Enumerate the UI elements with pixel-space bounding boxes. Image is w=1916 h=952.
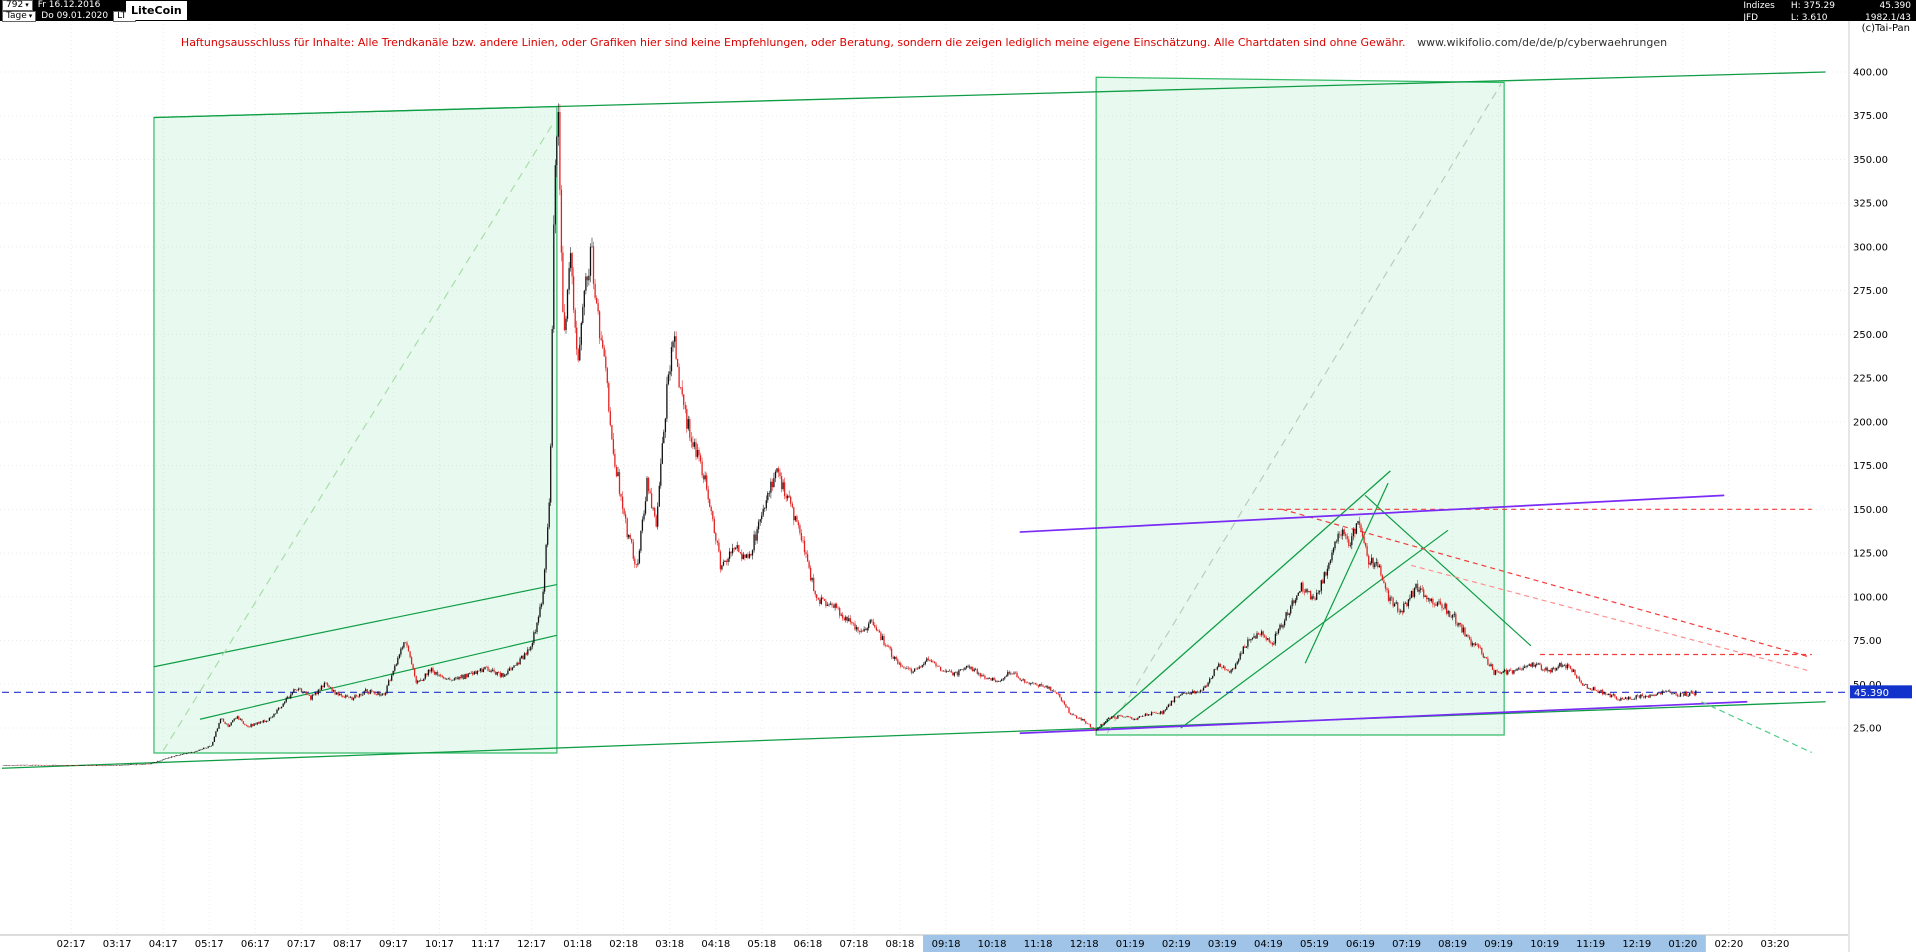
x-axis-label: 06:18 [793,939,822,950]
x-axis-label: 07:19 [1392,939,1421,950]
trend-line [162,120,556,752]
y-axis-label: 75.00 [1853,636,1882,647]
x-axis-label: 03:18 [655,939,684,950]
current-price-badge [1850,685,1912,699]
provider-label: JFD [1743,13,1759,23]
x-axis-label: 04:18 [701,939,730,950]
x-axis-label: 08:17 [333,939,362,950]
x-axis-label: 10:18 [978,939,1007,950]
x-axis-label: 07:18 [840,939,869,950]
y-axis-label: 250.00 [1853,330,1888,341]
top-toolbar: 792 ▾ Fr 16.12.2016 Tage ▾ Do 09.01.2020… [0,0,1916,23]
range-low-value: L: 3.610 [1790,13,1828,23]
trend-line [1019,700,1748,735]
y-axis-label: 100.00 [1853,592,1888,603]
x-axis-label: 09:18 [932,939,961,950]
x-axis-label: 12:17 [517,939,546,950]
x-axis-highlight [923,935,1706,952]
x-axis-label: 02:18 [609,939,638,950]
x-axis-label: 12:19 [1622,939,1651,950]
indizes-label: Indizes [1743,1,1775,11]
x-axis-label: 01:19 [1116,939,1145,950]
x-axis-label: 09:19 [1484,939,1513,950]
y-axis-label: 200.00 [1853,417,1888,428]
x-axis-label: 06:17 [241,939,270,950]
x-axis-label: 08:19 [1438,939,1467,950]
y-axis-label: 25.00 [1853,724,1882,735]
candles-down-bodies [2,112,1695,766]
trend-line [1106,83,1502,734]
instrument-name[interactable]: LiteCoin [126,1,187,20]
x-axis-label: 03:17 [103,939,132,950]
range-start-date: Fr 16.12.2016 [37,0,101,10]
x-axis-label: 03:20 [1761,939,1790,950]
x-axis-label: 11:19 [1576,939,1605,950]
y-axis-label: 400.00 [1853,68,1888,79]
timeframe-dropdown[interactable]: Tage ▾ [2,10,37,22]
trend-channel-box [1095,76,1505,736]
trend-line [1019,494,1725,533]
x-axis-label: 02:17 [57,939,86,950]
disclaimer-link[interactable]: www.wikifolio.com/de/de/p/cyberwaehrunge… [1417,36,1668,49]
x-axis-label: 05:18 [747,939,776,950]
y-axis-label: 175.00 [1853,461,1888,472]
x-axis-label: 03:19 [1208,939,1237,950]
trend-line [1700,701,1813,754]
y-axis-label: 50.00 [1853,680,1882,691]
trend-line [1364,494,1532,647]
disclaimer-text: Haftungsausschluss für Inhalte: Alle Tre… [0,36,1848,49]
x-axis-label: 11:18 [1024,939,1053,950]
chevron-down-icon: ▾ [28,11,33,20]
x-axis-label: 10:19 [1530,939,1559,950]
x-axis-label: 02:19 [1162,939,1191,950]
trend-line [153,71,1826,119]
last-price-value: 45.390 [1879,1,1912,11]
x-axis-label: 09:17 [379,939,408,950]
range-end-date: Do 09.01.2020 [41,11,109,21]
trend-line [1180,529,1449,729]
trend-line [1282,508,1808,657]
y-axis-label: 225.00 [1853,374,1888,385]
x-axis-label: 01:18 [563,939,592,950]
x-axis-label: 05:19 [1300,939,1329,950]
y-axis-label: 275.00 [1853,286,1888,297]
bars-count-value: 792 [6,0,24,10]
x-axis-label: 04:19 [1254,939,1283,950]
y-axis-label: 125.00 [1853,549,1888,560]
header-stats: Indizes H: 375.29 45.390 JFD L: 3.610 19… [1743,1,1911,23]
trend-line [1,701,1826,769]
y-axis-label: 325.00 [1853,199,1888,210]
x-axis-label: 02:20 [1714,939,1743,950]
y-axis-label: 350.00 [1853,155,1888,166]
y-axis-label: 300.00 [1853,242,1888,253]
symbol-label: LTC [117,10,133,21]
x-axis-label: 04:17 [149,939,178,950]
range-high-value: H: 375.29 [1790,1,1835,11]
candles-up-bodies [4,112,1697,767]
trend-line [153,583,558,668]
x-axis-label: 11:17 [471,939,500,950]
x-axis-label: 08:18 [886,939,915,950]
trend-channel-box [153,105,558,754]
x-axis-label: 01:20 [1668,939,1697,950]
x-axis-label: 06:19 [1346,939,1375,950]
y-axis-label: 375.00 [1853,111,1888,122]
trend-line [1097,470,1391,731]
timeframe-value: Tage [6,10,27,21]
bars-count-dropdown[interactable]: 792 ▾ [2,0,33,11]
disclaimer-main: Haftungsausschluss für Inhalte: Alle Tre… [180,36,1406,49]
x-axis-label: 12:18 [1070,939,1099,950]
y-axis-label: 150.00 [1853,505,1888,516]
current-price-text: 45.390 [1854,688,1889,699]
chevron-down-icon: ▾ [25,0,29,9]
extra-stat-value: 1982.1/43 [1865,13,1911,23]
x-axis-label: 07:17 [287,939,316,950]
x-axis-label: 10:17 [425,939,454,950]
copyright-label: (c)Tai-Pan [1861,23,1910,34]
trend-line [199,634,558,720]
x-axis-label: 05:17 [195,939,224,950]
